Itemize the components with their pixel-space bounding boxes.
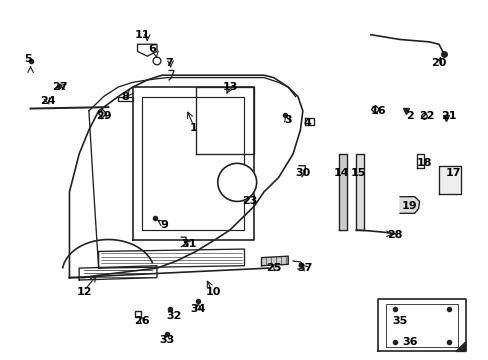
Text: 12: 12 bbox=[76, 287, 92, 297]
Text: 28: 28 bbox=[386, 230, 402, 240]
Text: 3: 3 bbox=[284, 116, 291, 126]
Text: 2: 2 bbox=[405, 111, 413, 121]
Polygon shape bbox=[339, 154, 346, 230]
Text: 6: 6 bbox=[148, 44, 156, 54]
Polygon shape bbox=[438, 166, 460, 194]
Polygon shape bbox=[261, 256, 287, 266]
Polygon shape bbox=[399, 197, 419, 213]
Text: 7: 7 bbox=[165, 58, 173, 68]
Text: 34: 34 bbox=[190, 303, 205, 314]
Text: 33: 33 bbox=[159, 334, 174, 345]
Text: 37: 37 bbox=[297, 263, 312, 273]
Text: 10: 10 bbox=[205, 287, 220, 297]
Text: 18: 18 bbox=[416, 158, 431, 168]
Text: 30: 30 bbox=[295, 168, 310, 178]
Polygon shape bbox=[377, 299, 465, 351]
Text: 22: 22 bbox=[418, 111, 434, 121]
Polygon shape bbox=[69, 75, 302, 278]
Text: 35: 35 bbox=[392, 315, 407, 325]
Text: 29: 29 bbox=[96, 111, 111, 121]
Polygon shape bbox=[356, 154, 363, 230]
Text: 21: 21 bbox=[440, 111, 455, 121]
Polygon shape bbox=[455, 342, 465, 351]
Text: 13: 13 bbox=[222, 82, 237, 92]
Text: 9: 9 bbox=[160, 220, 168, 230]
Text: 26: 26 bbox=[134, 315, 150, 325]
Text: 24: 24 bbox=[40, 96, 55, 107]
Text: 27: 27 bbox=[52, 82, 67, 92]
Text: 36: 36 bbox=[401, 337, 417, 347]
Text: 5: 5 bbox=[24, 54, 32, 64]
Text: 23: 23 bbox=[241, 197, 257, 206]
Text: 16: 16 bbox=[369, 106, 385, 116]
Text: 14: 14 bbox=[333, 168, 349, 178]
Text: 20: 20 bbox=[430, 58, 446, 68]
Text: 32: 32 bbox=[166, 311, 182, 321]
Text: 31: 31 bbox=[181, 239, 196, 249]
Text: 4: 4 bbox=[303, 118, 311, 128]
Text: 25: 25 bbox=[265, 263, 281, 273]
Circle shape bbox=[217, 163, 256, 202]
Text: 19: 19 bbox=[401, 201, 417, 211]
Text: 17: 17 bbox=[445, 168, 460, 178]
Text: 11: 11 bbox=[134, 30, 150, 40]
Text: 15: 15 bbox=[350, 168, 366, 178]
Text: 8: 8 bbox=[121, 92, 129, 102]
Text: 1: 1 bbox=[189, 123, 197, 132]
